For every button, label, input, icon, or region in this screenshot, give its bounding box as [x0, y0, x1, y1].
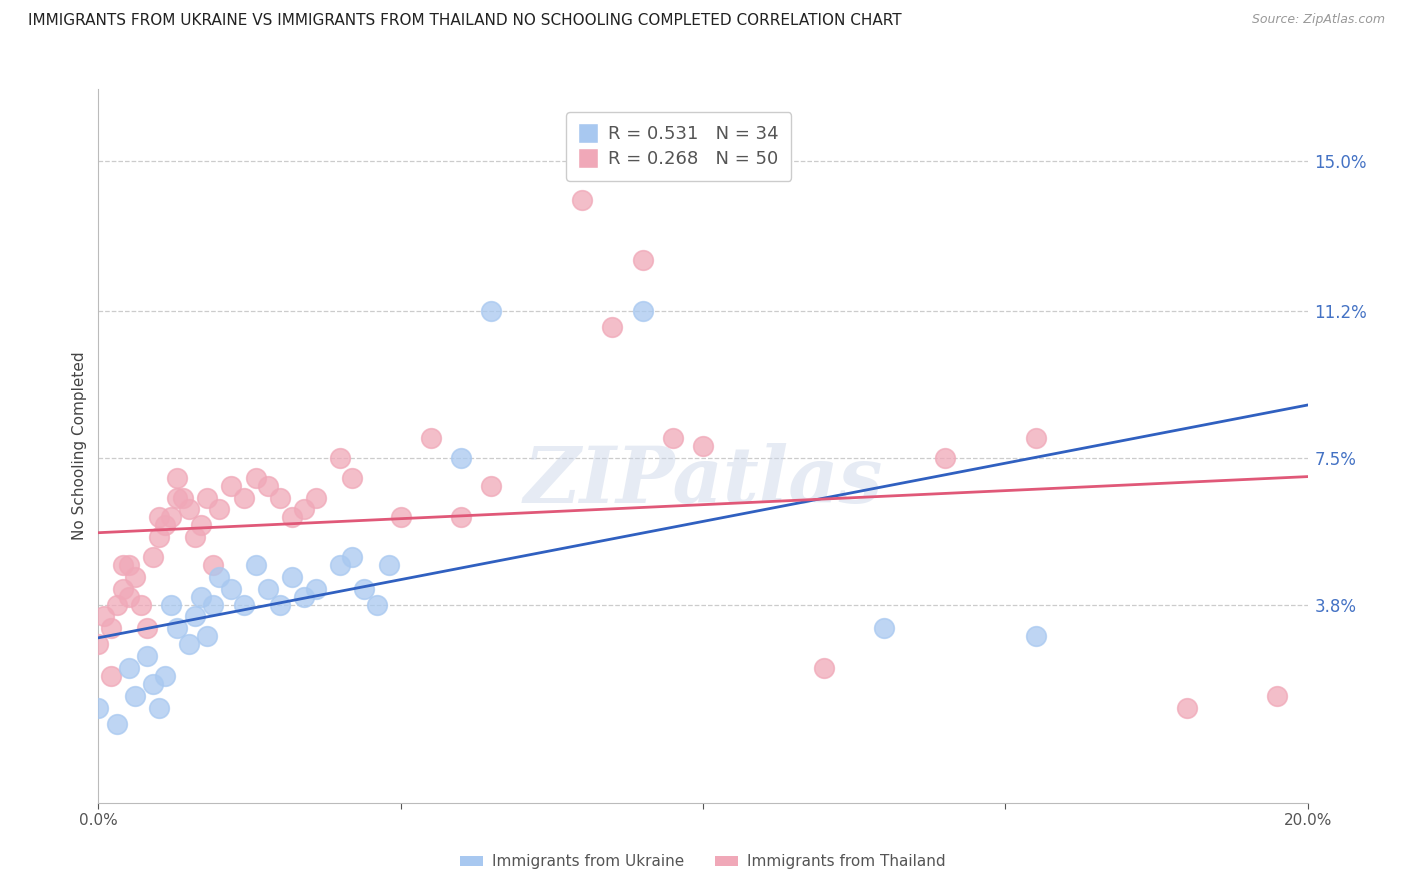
Point [118, 661, 141, 675]
Point [450, 450, 472, 465]
Point [202, 558, 225, 572]
Point [329, 558, 352, 572]
Point [142, 677, 165, 691]
Point [148, 510, 170, 524]
Point [160, 510, 183, 524]
Legend: R = 0.531   N = 34, R = 0.268   N = 50: R = 0.531 N = 34, R = 0.268 N = 50 [567, 112, 792, 181]
Point [269, 491, 291, 505]
Point [105, 716, 128, 731]
Point [179, 502, 201, 516]
Point [135, 649, 157, 664]
Point [153, 518, 176, 533]
Point [105, 598, 128, 612]
Point [281, 570, 304, 584]
Point [342, 549, 364, 564]
Point [481, 304, 503, 318]
Point [602, 320, 624, 334]
Point [813, 661, 835, 675]
Point [1267, 689, 1289, 703]
Text: Source: ZipAtlas.com: Source: ZipAtlas.com [1251, 13, 1385, 27]
Point [256, 582, 278, 596]
Point [256, 478, 278, 492]
Point [329, 450, 352, 465]
Point [190, 590, 212, 604]
Point [87, 637, 110, 651]
Point [342, 471, 364, 485]
Point [631, 304, 654, 318]
Point [172, 491, 194, 505]
Point [184, 609, 207, 624]
Point [631, 252, 654, 267]
Point [245, 558, 267, 572]
Point [184, 530, 207, 544]
Point [118, 558, 141, 572]
Point [142, 549, 165, 564]
Point [195, 629, 218, 643]
Point [1024, 431, 1046, 445]
Point [124, 570, 146, 584]
Point [160, 598, 183, 612]
Point [166, 621, 188, 635]
Point [873, 621, 896, 635]
Point [305, 582, 328, 596]
Point [353, 582, 375, 596]
Point [232, 598, 254, 612]
Point [661, 431, 683, 445]
Point [221, 582, 243, 596]
Point [190, 518, 212, 533]
Point [208, 570, 231, 584]
Point [179, 637, 201, 651]
Point [245, 471, 267, 485]
Point [481, 478, 503, 492]
Point [1175, 700, 1198, 714]
Point [148, 530, 170, 544]
Point [292, 502, 315, 516]
Legend: Immigrants from Ukraine, Immigrants from Thailand: Immigrants from Ukraine, Immigrants from… [454, 848, 952, 875]
Point [153, 669, 176, 683]
Point [100, 669, 122, 683]
Point [269, 598, 291, 612]
Point [166, 471, 188, 485]
Point [934, 450, 956, 465]
Point [93, 609, 115, 624]
Point [571, 193, 593, 207]
Point [420, 431, 443, 445]
Point [195, 491, 218, 505]
Point [221, 478, 243, 492]
Point [1024, 629, 1046, 643]
Point [111, 582, 134, 596]
Point [129, 598, 152, 612]
Text: ZIPatlas: ZIPatlas [523, 443, 883, 520]
Point [208, 502, 231, 516]
Point [692, 439, 714, 453]
Point [118, 590, 141, 604]
Point [377, 558, 399, 572]
Point [124, 689, 146, 703]
Point [202, 598, 225, 612]
Point [135, 621, 157, 635]
Point [389, 510, 412, 524]
Point [232, 491, 254, 505]
Point [281, 510, 304, 524]
Text: IMMIGRANTS FROM UKRAINE VS IMMIGRANTS FROM THAILAND NO SCHOOLING COMPLETED CORRE: IMMIGRANTS FROM UKRAINE VS IMMIGRANTS FR… [28, 13, 901, 29]
Point [111, 558, 134, 572]
Point [366, 598, 388, 612]
Point [292, 590, 315, 604]
Point [87, 700, 110, 714]
Point [148, 700, 170, 714]
Point [305, 491, 328, 505]
Y-axis label: No Schooling Completed: No Schooling Completed [72, 351, 87, 541]
Point [166, 491, 188, 505]
Point [450, 510, 472, 524]
Point [100, 621, 122, 635]
